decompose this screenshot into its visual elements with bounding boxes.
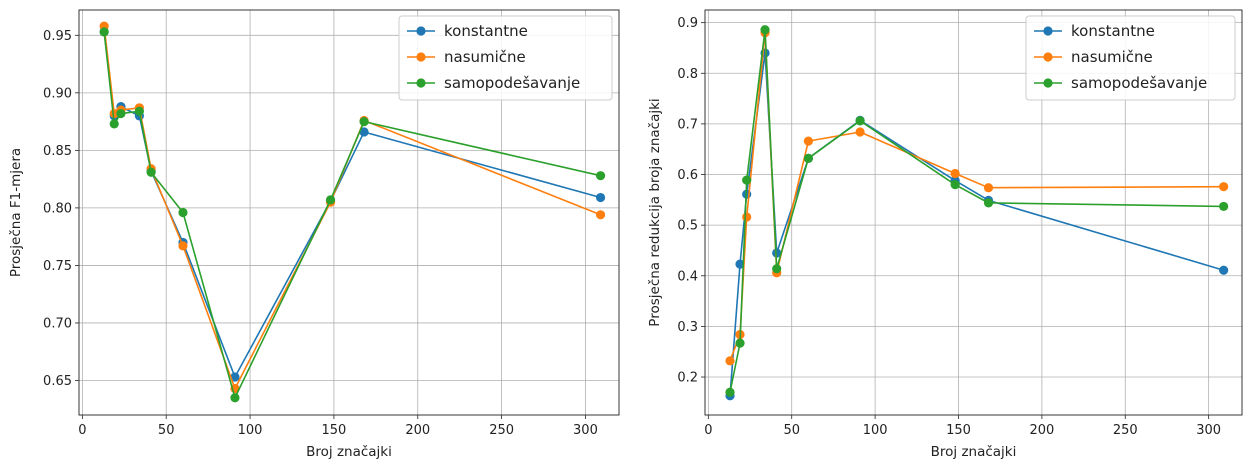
legend-marker (1043, 78, 1053, 88)
x-tick-label: 300 (573, 423, 598, 438)
x-tick-label: 0 (704, 423, 712, 438)
x-tick-label: 200 (1029, 423, 1054, 438)
legend-label: konstantne (1071, 22, 1155, 40)
plot-frame (704, 9, 1243, 416)
x-tick-label: 300 (1196, 423, 1221, 438)
series-line (729, 28, 1224, 393)
data-point (99, 27, 109, 37)
plot-frame (78, 9, 620, 416)
y-tick-label: 0.7 (677, 117, 698, 132)
series-3 (725, 25, 1229, 397)
chart-feature-reduction: 0 50 100 150 200 250 300 0.2 0.3 0.4 0.5 0.6 0.7 0.8 0… (647, 9, 1243, 460)
y-tick-label: 0.5 (677, 219, 698, 234)
legend-box (1025, 15, 1236, 101)
data-point (178, 207, 188, 218)
x-tick-label: 150 (946, 423, 971, 438)
y-tick-label: 0.2 (677, 371, 698, 386)
y-tick-label: 0.75 (43, 259, 72, 274)
y-tick-label: 0.95 (43, 29, 72, 44)
data-point (134, 106, 144, 116)
series-3 (99, 27, 606, 403)
series-2 (725, 28, 1229, 366)
legend-box (398, 15, 613, 101)
legend-label: nasumične (444, 48, 526, 66)
data-point (725, 387, 735, 397)
data-point (116, 108, 126, 119)
y-tick-label: 0.9 (677, 16, 698, 31)
data-point (1219, 201, 1229, 212)
data-point (325, 195, 336, 205)
legend: konstantne nasumične samopodešavanje (398, 15, 613, 101)
data-point (1219, 265, 1229, 275)
data-point (230, 372, 240, 382)
data-point (983, 183, 994, 193)
legend-marker (416, 52, 426, 62)
x-tick-label: 150 (321, 423, 346, 438)
data-point (230, 393, 240, 403)
data-point (855, 127, 865, 137)
y-tick-label: 0.70 (43, 316, 72, 331)
legend-label: samopodešavanje (444, 74, 580, 92)
legend-marker (1043, 26, 1053, 36)
legend: konstantne nasumične samopodešavanje (1025, 15, 1236, 101)
data-point (950, 180, 960, 190)
data-point (595, 171, 606, 181)
x-tick-label: 50 (158, 423, 175, 438)
legend-label: nasumične (1071, 48, 1153, 66)
data-point (760, 25, 770, 35)
data-point (803, 153, 813, 163)
data-point (109, 119, 119, 129)
legend-marker (1043, 52, 1053, 62)
x-tick-label: 250 (489, 423, 514, 438)
series-line (103, 31, 601, 399)
legend-marker (416, 26, 426, 36)
data-point (725, 356, 735, 366)
series-line (729, 52, 1224, 396)
x-tick-label: 50 (783, 423, 800, 438)
y-tick-label: 0.65 (43, 374, 72, 389)
data-point (735, 259, 745, 269)
x-tick-label: 0 (78, 423, 86, 438)
y-tick-label: 0.4 (677, 269, 698, 284)
data-point (1219, 182, 1229, 192)
legend-label: konstantne (444, 22, 528, 40)
data-point (950, 168, 960, 179)
y-tick-label: 0.80 (43, 201, 72, 216)
x-tick-label: 200 (405, 423, 430, 438)
data-point (983, 198, 994, 208)
y-axis-label: Prosječna redukcija broja značajki (647, 98, 663, 326)
y-axis-label: Prosječna F1-mjera (8, 148, 24, 277)
x-tick-label: 250 (1113, 423, 1138, 438)
series-1 (725, 48, 1229, 401)
data-point (772, 264, 782, 274)
data-point (595, 210, 606, 220)
x-tick-label: 100 (863, 423, 888, 438)
y-tick-label: 0.90 (43, 86, 72, 101)
data-point (742, 175, 752, 185)
y-tick-label: 0.85 (43, 144, 72, 159)
data-point (742, 212, 752, 222)
data-point (803, 136, 813, 146)
data-point (855, 116, 865, 126)
y-tick-label: 0.6 (677, 168, 698, 183)
x-axis-label: Broj značajki (306, 444, 392, 460)
legend-label: samopodešavanje (1071, 74, 1207, 92)
data-point (595, 192, 606, 203)
data-point (359, 127, 369, 137)
data-point (735, 338, 745, 348)
chart-f1-score: 0 50 100 150 200 250 300 0.65 0.70 0.75 0.80 0.85 0.… (8, 9, 620, 460)
x-axis-label: Broj značajki (931, 444, 1017, 460)
data-point (146, 167, 156, 177)
data-point (359, 117, 369, 127)
y-tick-label: 0.3 (677, 320, 698, 335)
x-tick-label: 100 (238, 423, 263, 438)
legend-marker (416, 78, 426, 88)
y-tick-label: 0.8 (677, 67, 698, 82)
data-point (178, 241, 188, 251)
